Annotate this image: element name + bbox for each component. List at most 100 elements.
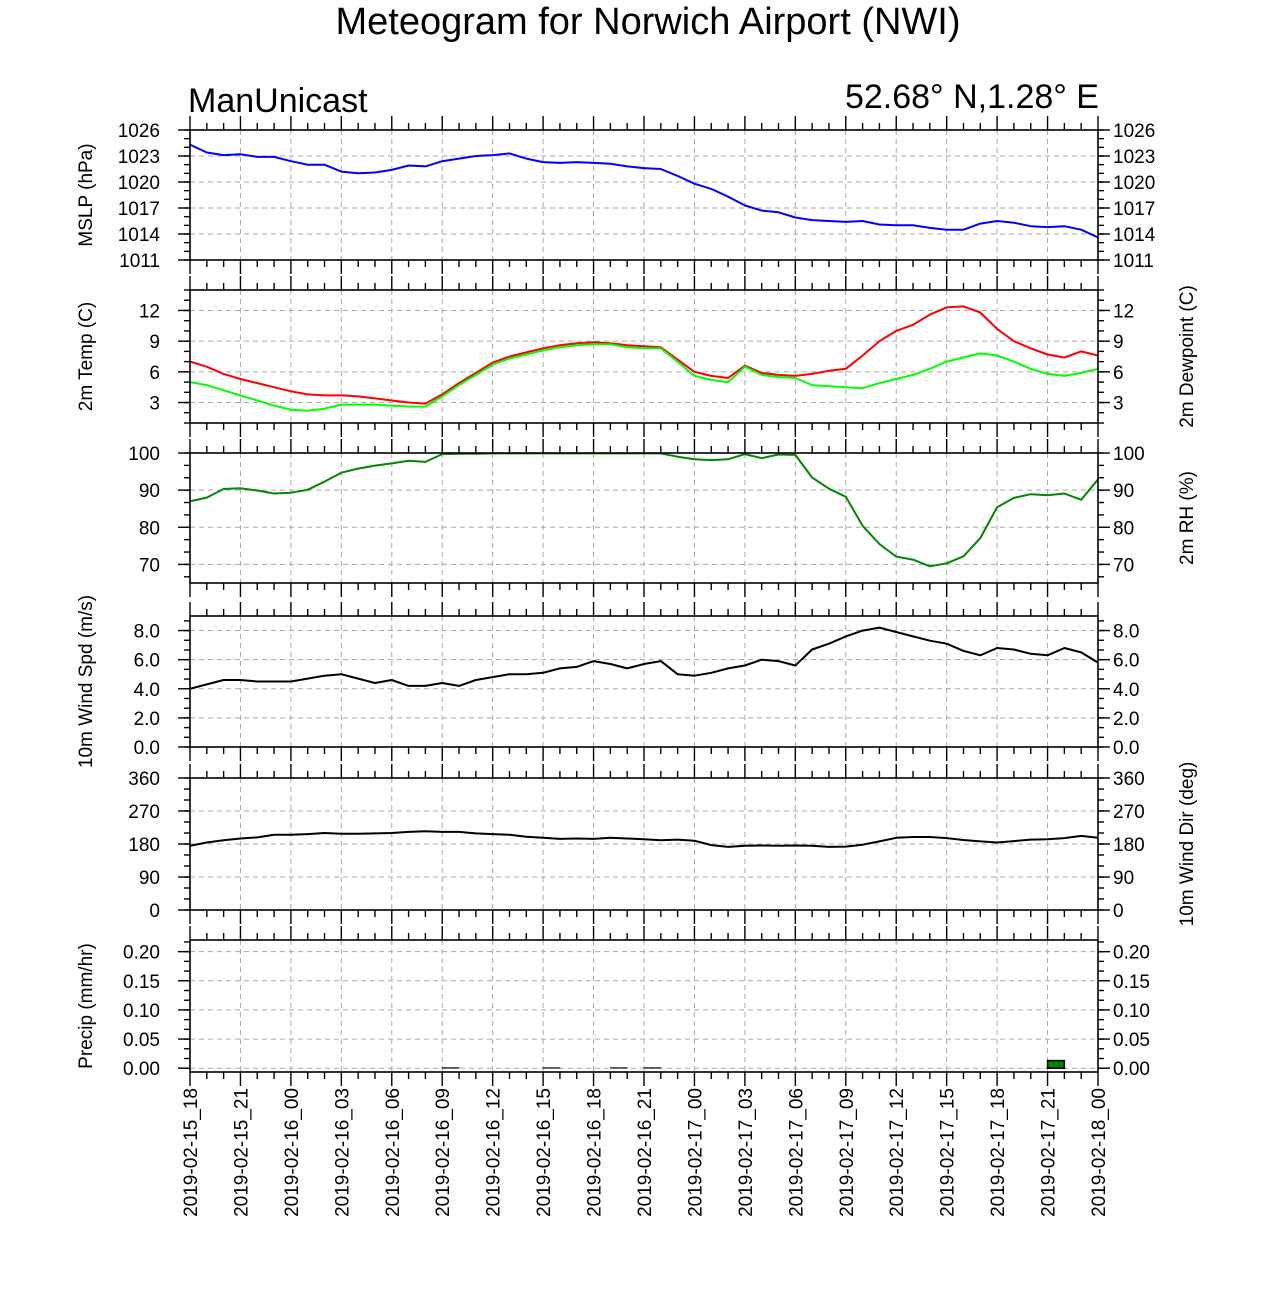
y-tick-label-left: 12: [139, 301, 160, 322]
y-tick-label-right: 1020: [1113, 173, 1155, 194]
y-tick-label-right: 1023: [1113, 147, 1155, 168]
y-tick-label-right: 1026: [1113, 121, 1155, 142]
y-tick-label-left: 0: [149, 901, 160, 922]
panels: 1011 1011 1014 1014 1017 1017 1020 1020 1023 1023…: [76, 116, 1198, 1086]
y-tick-label-right: 2.0: [1113, 709, 1139, 730]
panel-winddir: 0 0 90 90 180 180 270 270 360 360 10m Wind Dir (de…: [128, 762, 1198, 927]
x-tick-label: 2019-02-17_06: [786, 1088, 807, 1217]
y-tick-label-left: 0.20: [123, 943, 160, 964]
y-tick-label-left: 1026: [118, 121, 160, 142]
x-tick-label: 2019-02-16_06: [383, 1088, 404, 1217]
y-axis-label-left: 2m Temp (C): [76, 302, 97, 411]
x-tick-label: 2019-02-15_21: [231, 1088, 252, 1217]
x-axis-labels: 2019-02-15_18 2019-02-15_21 2019-02-16_00 2…: [181, 1088, 1110, 1217]
x-tick-label: 2019-02-16_12: [484, 1088, 505, 1217]
windspd-series-line-0: [190, 626, 1098, 690]
panel-mslp: 1011 1011 1014 1014 1017 1017 1020 1020 1023 1023…: [76, 116, 1156, 274]
precip-bar-3: [610, 1067, 628, 1069]
y-tick-label-left: 4.0: [134, 680, 160, 701]
y-tick-label-right: 0.05: [1113, 1030, 1150, 1051]
precip-bar-0: [1046, 1059, 1066, 1070]
x-tick-label: 2019-02-16_00: [282, 1088, 303, 1217]
y-axis-label-right: 10m Wind Dir (deg): [1177, 762, 1198, 927]
y-tick-label-right: 12: [1113, 301, 1134, 322]
y-tick-label-right: 4.0: [1113, 680, 1139, 701]
y-tick-label-left: 1020: [118, 173, 160, 194]
panel-temp: 3 3 6 6 9 9 12 12 2m Temp (C) 2m Dewpoint (C): [76, 276, 1198, 437]
y-tick-label-right: 70: [1113, 555, 1134, 576]
x-tick-label: 2019-02-16_18: [585, 1088, 606, 1217]
precip-bar-2: [542, 1067, 561, 1069]
panel-precip: 0.00 0.00 0.05 0.05 0.10 0.10 0.15 0.15 0.20 0.20…: [76, 926, 1150, 1086]
y-tick-label-right: 1017: [1113, 199, 1155, 220]
x-tick-label: 2019-02-17_15: [938, 1088, 959, 1217]
y-tick-label-right: 270: [1113, 802, 1145, 823]
temp-series-line-0: [190, 305, 1098, 405]
y-tick-label-left: 1011: [119, 251, 160, 272]
x-tick-label: 2019-02-18_00: [1089, 1088, 1110, 1217]
precip-bar-1: [441, 1067, 460, 1069]
y-tick-label-right: 0.15: [1113, 972, 1150, 993]
y-tick-label-left: 180: [128, 835, 160, 856]
y-tick-label-left: 0.15: [123, 972, 160, 993]
x-tick-label: 2019-02-17_12: [887, 1088, 908, 1217]
y-tick-label-right: 3: [1113, 394, 1124, 415]
y-tick-label-right: 8.0: [1113, 622, 1139, 643]
y-tick-label-left: 0.00: [123, 1059, 160, 1080]
y-tick-label-right: 0.0: [1113, 738, 1139, 759]
y-tick-label-left: 6: [149, 363, 160, 384]
y-tick-label-left: 1017: [118, 199, 160, 220]
y-axis-label-left: 10m Wind Spd (m/s): [76, 595, 97, 768]
x-tick-label: 2019-02-17_03: [736, 1088, 757, 1217]
x-tick-label: 2019-02-17_18: [988, 1088, 1009, 1217]
chart-title: Meteogram for Norwich Airport (NWI): [335, 1, 960, 43]
y-tick-label-left: 1023: [118, 147, 160, 168]
y-tick-label-left: 90: [139, 868, 160, 889]
y-tick-label-left: 2.0: [134, 709, 160, 730]
model-name: ManUnicast: [188, 82, 368, 120]
x-tick-label: 2019-02-16_03: [332, 1088, 353, 1217]
x-tick-label: 2019-02-17_09: [837, 1088, 858, 1217]
y-tick-label-right: 1011: [1113, 251, 1154, 272]
x-tick-label: 2019-02-15_18: [181, 1088, 202, 1217]
x-tick-label: 2019-02-16_15: [534, 1088, 555, 1217]
y-tick-label-left: 70: [139, 555, 160, 576]
y-tick-label-right: 80: [1113, 518, 1134, 539]
x-tick-label: 2019-02-16_21: [635, 1088, 656, 1217]
panel-rh: 70 70 80 80 90 90 100 100 2m RH (%): [128, 439, 1198, 597]
x-tick-label: 2019-02-17_00: [685, 1088, 706, 1217]
y-tick-label-left: 0.10: [123, 1001, 160, 1022]
panel-windspd: 0.0 0.0 2.0 2.0 4.0 4.0 6.0 6.0 8.0 8.0 10m Wind S…: [76, 595, 1139, 768]
x-tick-label: 2019-02-16_09: [433, 1088, 454, 1217]
y-tick-label-right: 6: [1113, 363, 1124, 384]
y-tick-label-left: 1014: [118, 225, 161, 246]
y-tick-label-right: 9: [1113, 332, 1124, 353]
y-tick-label-right: 0.20: [1113, 943, 1150, 964]
y-tick-label-right: 0: [1113, 901, 1124, 922]
y-tick-label-right: 0.10: [1113, 1001, 1150, 1022]
y-tick-label-left: 8.0: [134, 622, 160, 643]
y-tick-label-right: 0.00: [1113, 1059, 1150, 1080]
y-tick-label-right: 90: [1113, 481, 1134, 502]
y-axis-label-right: 2m RH (%): [1177, 471, 1198, 565]
mslp-series-line-0: [190, 143, 1098, 239]
y-axis-label-left: Precip (mm/hr): [76, 943, 97, 1069]
temp-series-line-1: [190, 343, 1098, 412]
y-axis-label-right: 2m Dewpoint (C): [1177, 285, 1198, 428]
y-tick-label-left: 0.0: [134, 738, 160, 759]
y-tick-label-left: 9: [149, 332, 160, 353]
y-tick-label-right: 100: [1113, 444, 1145, 465]
y-tick-label-right: 90: [1113, 868, 1134, 889]
y-tick-label-left: 6.0: [134, 651, 160, 672]
y-tick-label-right: 1014: [1113, 225, 1156, 246]
location-coordinates: 52.68° N,1.28° E: [845, 78, 1099, 116]
y-axis-label-left: MSLP (hPa): [76, 143, 97, 246]
y-tick-label-right: 6.0: [1113, 651, 1139, 672]
y-tick-label-right: 360: [1113, 769, 1145, 790]
x-tick-label: 2019-02-17_21: [1039, 1088, 1060, 1217]
y-tick-label-left: 80: [139, 518, 160, 539]
y-tick-label-left: 0.05: [123, 1030, 160, 1051]
y-tick-label-left: 270: [128, 802, 160, 823]
y-tick-label-left: 360: [128, 769, 160, 790]
